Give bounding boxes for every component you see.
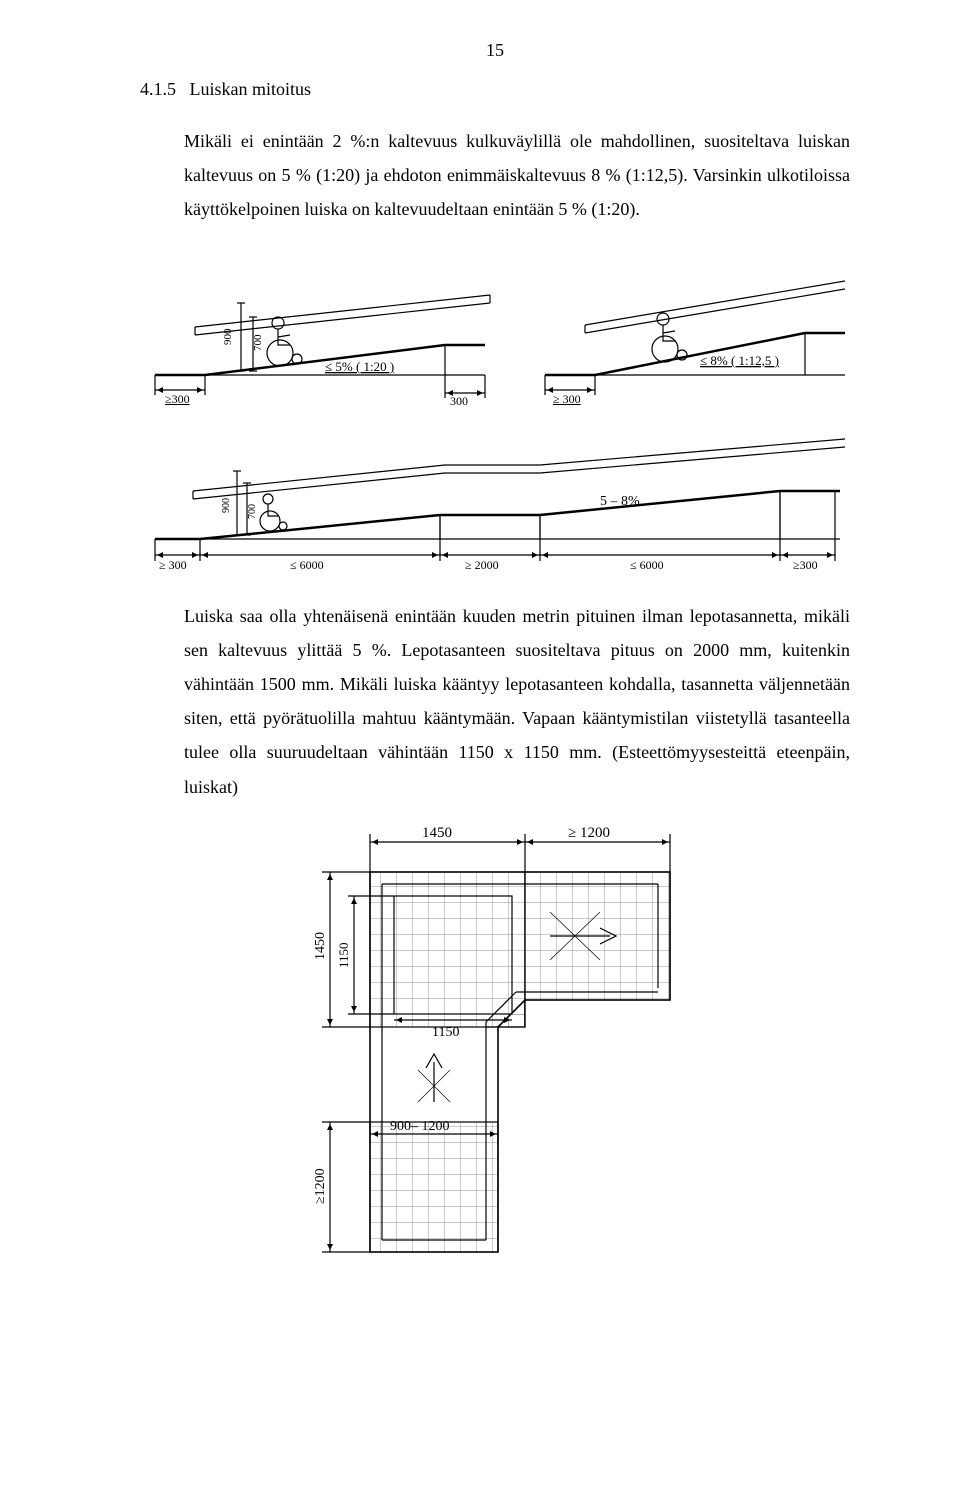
label-h900: 900: [221, 498, 232, 513]
dim-2000: ≥ 2000: [465, 558, 499, 572]
section-heading: 4.1.5 Luiskan mitoitus: [140, 79, 850, 100]
label-slope-5: ≤ 5% ( 1:20 ): [325, 359, 394, 374]
dim-1150-h: 1150: [432, 1025, 459, 1040]
label-300-left: ≥300: [165, 392, 190, 405]
figure-ramp-long: 900 700 5 – 8% ≥ 300 ≤ 6000 ≥ 2000 ≤ 600…: [145, 421, 845, 581]
dim-ge1200-v: ≥1200: [313, 1168, 328, 1204]
page: 15 4.1.5 Luiskan mitoitus Mikäli ei enin…: [0, 0, 960, 1503]
dim-6000-1: ≤ 6000: [290, 558, 324, 572]
dim-1450-h: 1450: [422, 825, 452, 841]
label-300-mid: 300: [450, 394, 468, 405]
dim-ge1200-h: ≥ 1200: [568, 825, 610, 841]
label-h700: 700: [247, 504, 258, 519]
section-number: 4.1.5: [140, 79, 176, 99]
dim-1150-v: 1150: [336, 942, 351, 968]
section-title: Luiskan mitoitus: [190, 79, 312, 99]
dim-1450-v: 1450: [313, 932, 328, 960]
dim-900-1200: 900– 1200: [390, 1119, 450, 1134]
page-number: 15: [140, 40, 850, 61]
dim-right-300: ≥300: [793, 558, 818, 572]
label-slope-8: ≤ 8% ( 1:12,5 ): [700, 353, 779, 368]
figure-plan-landing: 1450 ≥ 1200 1450 1150 1150 900– 1200 ≥12…: [300, 822, 680, 1262]
label-700: 700: [252, 334, 264, 351]
paragraph-2: Luiska saa olla yhtenäisenä enintään kuu…: [184, 599, 850, 804]
label-5-8: 5 – 8%: [600, 494, 640, 509]
dim-left-300: ≥ 300: [159, 558, 187, 572]
label-300-right: ≥ 300: [553, 392, 581, 405]
label-900: 900: [222, 328, 234, 345]
paragraph-1: Mikäli ei enintään 2 %:n kaltevuus kulku…: [184, 124, 850, 227]
figure-ramp-short: 900 700 ≤ 5% ( 1:20 ) ≥300 300 ≤ 8% ( 1:…: [145, 245, 845, 405]
dim-6000-2: ≤ 6000: [630, 558, 664, 572]
